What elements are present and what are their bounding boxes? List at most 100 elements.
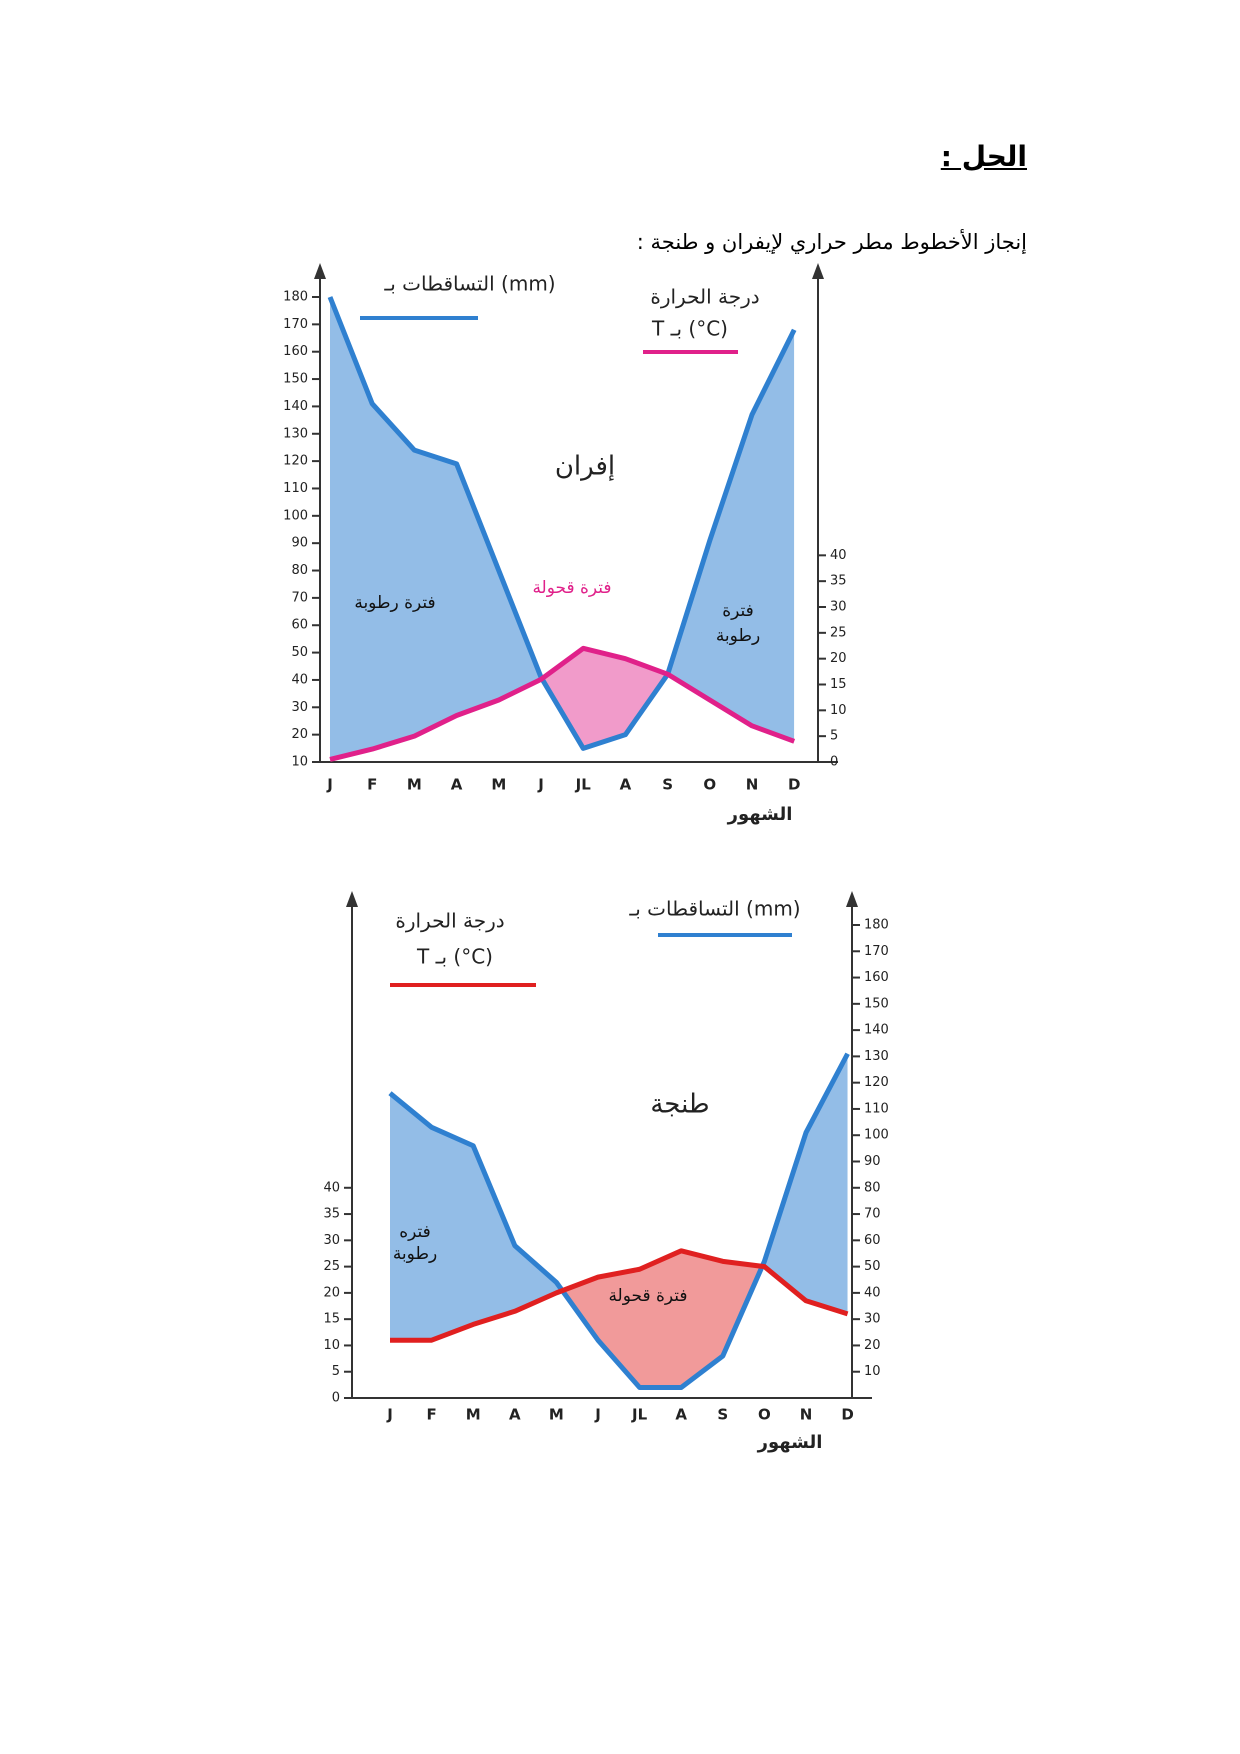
x-tick-label: J <box>386 1406 393 1424</box>
tick-label: 130 <box>283 426 308 441</box>
x-tick-label: F <box>367 776 377 794</box>
tick-label: 80 <box>291 563 308 578</box>
annotation: رطوبة <box>716 626 760 646</box>
humid-area <box>390 1053 848 1341</box>
series-line <box>390 1248 849 1343</box>
tick-label: 30 <box>323 1233 340 1248</box>
x-tick-label: J <box>594 1406 601 1424</box>
axis-arrow <box>346 891 358 907</box>
tick-label: 40 <box>830 548 847 563</box>
tick-label: 40 <box>291 672 308 687</box>
x-tick-label: M <box>466 1406 481 1424</box>
annotation: فترة قحولة <box>608 1286 687 1306</box>
tick-label: 170 <box>864 944 889 959</box>
tick-label: 40 <box>864 1285 881 1300</box>
axis-arrow <box>314 263 326 279</box>
temperature-label: T بـ (°C) <box>651 317 728 341</box>
x-tick-label: A <box>620 776 632 794</box>
annotation: فترة رطوبة <box>354 593 435 613</box>
tick-label: 50 <box>864 1259 881 1274</box>
tick-label: 130 <box>864 1049 889 1064</box>
tick-label: 170 <box>283 317 308 332</box>
tick-label: 50 <box>291 645 308 660</box>
tick-label: 90 <box>864 1154 881 1169</box>
subtitle: إنجاز الأخطوط مطر حراري لإيفران و طنجة : <box>636 230 1027 254</box>
tick-label: 25 <box>830 625 847 640</box>
tick-label: 0 <box>830 755 838 770</box>
tick-label: 25 <box>323 1259 340 1274</box>
series-line <box>388 1052 850 1390</box>
tick-label: 160 <box>283 344 308 359</box>
x-tick-label: N <box>800 1406 813 1424</box>
tick-label: 20 <box>830 651 847 666</box>
x-tick-label: M <box>549 1406 564 1424</box>
temperature-label: درجة الحرارة <box>650 285 759 309</box>
temperature-label: T بـ (°C) <box>416 945 493 969</box>
tick-label: 30 <box>864 1312 881 1327</box>
tick-label: 10 <box>323 1338 340 1353</box>
tick-label: 180 <box>283 290 308 305</box>
station-name: طنجة <box>650 1090 709 1120</box>
tick-label: 70 <box>291 590 308 605</box>
annotation: فترة <box>722 601 754 621</box>
x-tick-label: J <box>326 776 333 794</box>
tick-label: 5 <box>830 729 838 744</box>
tick-label: 60 <box>291 618 308 633</box>
x-tick-label: F <box>426 1406 436 1424</box>
tick-label: 70 <box>864 1207 881 1222</box>
tick-label: 110 <box>283 481 308 496</box>
tick-label: 15 <box>830 677 847 692</box>
x-axis-label: الشهور <box>757 1432 823 1453</box>
x-tick-label: JL <box>575 776 592 794</box>
x-tick-label: JL <box>631 1406 648 1424</box>
x-tick-label: S <box>717 1406 728 1424</box>
series-line <box>327 296 797 751</box>
annotation: رطوبة <box>393 1244 437 1264</box>
station-name: إفران <box>555 452 615 482</box>
tick-label: 5 <box>332 1364 340 1379</box>
tick-label: 10 <box>864 1364 881 1379</box>
x-tick-label: M <box>407 776 422 794</box>
tick-label: 20 <box>291 727 308 742</box>
tick-label: 150 <box>283 372 308 387</box>
humid-area <box>330 297 795 760</box>
annotation: فترة قحولة <box>532 578 611 598</box>
tick-label: 180 <box>864 918 889 933</box>
tick-label: 100 <box>864 1128 889 1143</box>
axis-arrow <box>846 891 858 907</box>
tick-label: 30 <box>830 600 847 615</box>
tick-label: 0 <box>332 1391 340 1406</box>
title: الحل : <box>940 140 1027 173</box>
tick-label: 20 <box>323 1285 340 1300</box>
tick-label: 10 <box>291 755 308 770</box>
tick-label: 90 <box>291 536 308 551</box>
x-tick-label: N <box>746 776 759 794</box>
tick-label: 120 <box>283 454 308 469</box>
tick-label: 80 <box>864 1180 881 1195</box>
x-tick-label: D <box>788 776 800 794</box>
temperature-label: درجة الحرارة <box>395 909 504 933</box>
precipitation-label: التساقطات بـ (mm) <box>383 272 555 296</box>
tick-label: 40 <box>323 1180 340 1195</box>
precipitation-label: التساقطات بـ (mm) <box>628 897 800 921</box>
tick-label: 60 <box>864 1233 881 1248</box>
series-line <box>329 645 796 762</box>
annotation: فتره <box>399 1222 431 1242</box>
x-tick-label: D <box>841 1406 853 1424</box>
axis-arrow <box>812 263 824 279</box>
x-tick-label: A <box>509 1406 521 1424</box>
x-tick-label: S <box>662 776 673 794</box>
tick-label: 100 <box>283 508 308 523</box>
tick-label: 30 <box>291 700 308 715</box>
x-tick-label: A <box>451 776 463 794</box>
tick-label: 35 <box>323 1207 340 1222</box>
x-tick-label: O <box>703 776 716 794</box>
tick-label: 140 <box>283 399 308 414</box>
x-tick-label: M <box>491 776 506 794</box>
tick-label: 160 <box>864 970 889 985</box>
tick-label: 10 <box>830 703 847 718</box>
tick-label: 110 <box>864 1101 889 1116</box>
x-axis-label: الشهور <box>727 804 793 825</box>
